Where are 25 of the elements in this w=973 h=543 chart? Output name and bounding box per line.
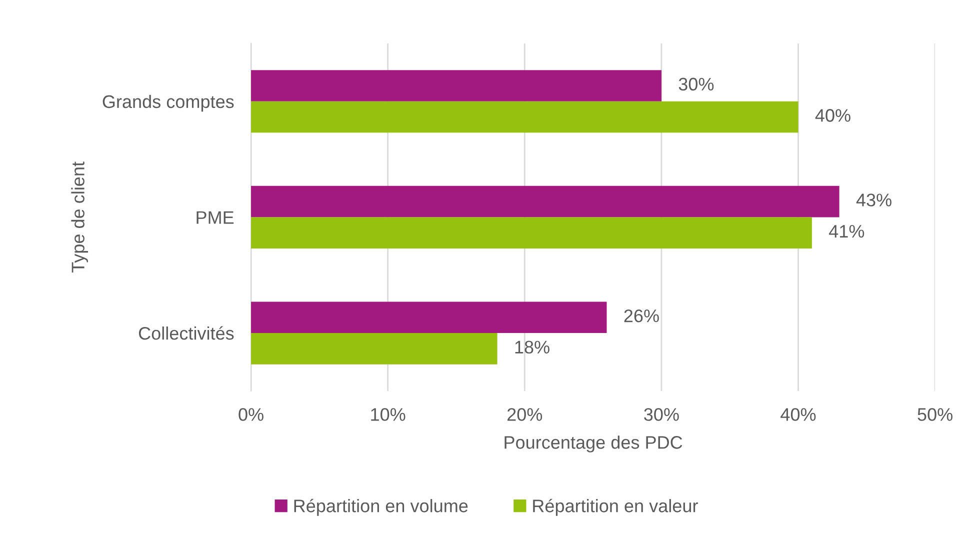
y-tick-label: Grands comptes xyxy=(102,94,234,112)
bar xyxy=(251,217,812,248)
bar xyxy=(251,333,498,364)
x-tick-label: 50% xyxy=(918,408,952,421)
data-label: 18% xyxy=(515,340,550,354)
y-tick-label: PME xyxy=(196,211,234,224)
legend-label: Répartition en valeur xyxy=(533,498,698,516)
data-label: 41% xyxy=(829,224,864,238)
y-axis-title: Type de client xyxy=(71,162,88,272)
bar xyxy=(251,302,607,334)
bar xyxy=(251,101,798,133)
data-label: 43% xyxy=(856,194,892,206)
data-label: 30% xyxy=(678,78,714,91)
bar xyxy=(251,186,840,218)
x-tick-label: 10% xyxy=(371,408,406,421)
y-tick-label: Collectivités xyxy=(138,326,234,340)
x-tick-label: 20% xyxy=(507,408,542,421)
data-label: 40% xyxy=(815,109,850,122)
x-axis-title: Pourcentage des PDC xyxy=(504,436,682,452)
legend-label: Répartition en volume xyxy=(294,498,468,516)
x-tick-label: 0% xyxy=(238,408,264,421)
x-tick-label: 40% xyxy=(780,408,816,421)
bar xyxy=(251,70,662,102)
data-label: 26% xyxy=(624,309,659,322)
x-tick-label: 30% xyxy=(644,408,679,421)
